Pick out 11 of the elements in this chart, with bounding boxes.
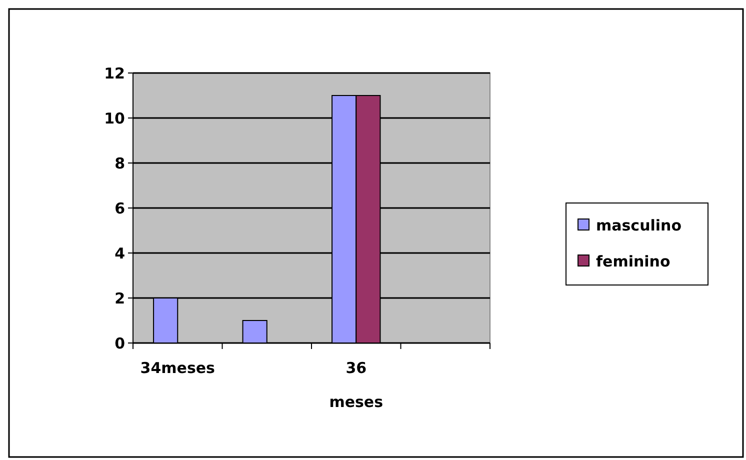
x-tick-label: 34meses: [140, 359, 216, 377]
y-tick-label: 8: [114, 154, 125, 172]
legend-label: masculino: [596, 216, 682, 234]
x-tick-label: 36 meses: [329, 359, 384, 411]
y-tick-label: 4: [114, 244, 125, 262]
y-tick-label: 2: [114, 289, 125, 308]
legend-label: feminino: [596, 252, 670, 270]
y-tick-label: 12: [104, 64, 125, 82]
y-tick-label: 10: [104, 109, 125, 128]
y-tick-label: 0: [114, 334, 125, 352]
y-tick-label: 6: [114, 199, 125, 218]
